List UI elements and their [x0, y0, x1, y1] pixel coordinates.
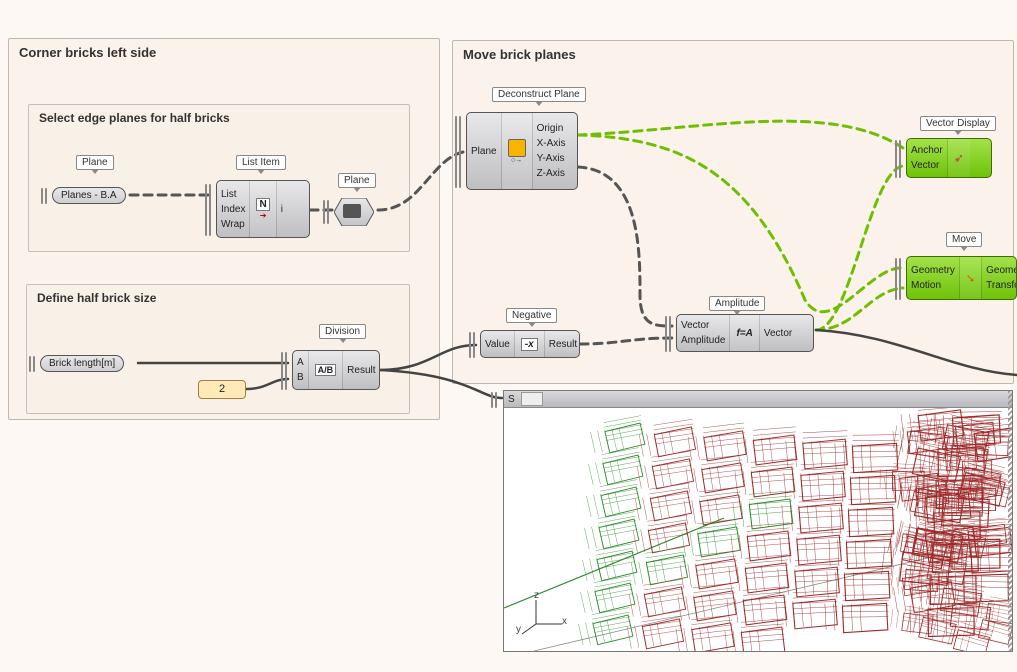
port-plane[interactable]: Plane — [471, 144, 497, 159]
component-move[interactable]: Geometry Motion ➘ Geometr Transfor — [906, 256, 1017, 300]
subgroup-title: Select edge planes for half bricks — [39, 111, 230, 125]
param-planes-ba[interactable]: Planes - B.A — [52, 187, 126, 204]
move-icon: ➘ — [966, 272, 975, 285]
port-geometry[interactable]: Geometry — [911, 263, 955, 278]
amplitude-icon: f=A — [736, 328, 752, 339]
axis-compass: z x y — [516, 594, 572, 639]
param-plane-hex[interactable] — [334, 198, 370, 224]
tag-division: Division — [319, 324, 366, 339]
axis-z-label: z — [534, 590, 539, 601]
port-vector-out[interactable]: Vector — [764, 326, 792, 341]
preview-header[interactable]: S — [504, 391, 1012, 408]
port-origin[interactable]: Origin — [537, 121, 564, 136]
tag-deconstruct-plane: Deconstruct Plane — [492, 87, 586, 102]
tag-list-item: List Item — [236, 155, 286, 170]
port-result[interactable]: Result — [347, 363, 375, 378]
tag-vector-display: Vector Display — [920, 116, 996, 131]
preview-thumb-icon — [521, 392, 543, 406]
group-title: Move brick planes — [463, 47, 576, 62]
grip-icon — [468, 332, 476, 358]
tag-amplitude: Amplitude — [709, 296, 765, 311]
preview-label: S — [508, 394, 515, 405]
vector-display-icon: ➶ — [954, 151, 964, 165]
grip-icon — [28, 356, 36, 372]
grip-icon — [894, 140, 902, 178]
negative-icon: -x — [521, 338, 538, 351]
port-value[interactable]: Value — [485, 337, 510, 352]
preview-render — [504, 408, 1012, 651]
subgroup-title: Define half brick size — [37, 291, 156, 305]
panel-value[interactable]: 2 — [198, 380, 246, 399]
port-motion[interactable]: Motion — [911, 278, 941, 293]
component-vector-display[interactable]: Anchor Vector ➶ — [906, 138, 992, 178]
port-i[interactable]: i — [281, 202, 283, 217]
axis-icon: ○→ — [511, 157, 522, 164]
grip-icon — [490, 392, 498, 408]
axis-y-label: y — [516, 624, 521, 635]
grip-icon — [894, 258, 902, 300]
grip-icon — [454, 116, 462, 188]
tag-plane: Plane — [338, 173, 376, 188]
resize-edge-icon[interactable] — [1008, 391, 1013, 651]
param-brick-length[interactable]: Brick length[m] — [40, 355, 124, 372]
component-negative[interactable]: Value -x Result — [480, 330, 580, 358]
component-list-item[interactable]: List Index Wrap N ➔ i — [216, 180, 310, 238]
port-a[interactable]: A — [297, 355, 304, 370]
port-wrap[interactable]: Wrap — [221, 217, 245, 232]
port-x-axis[interactable]: X-Axis — [537, 136, 566, 151]
port-amplitude[interactable]: Amplitude — [681, 333, 725, 348]
group-title: Corner bricks left side — [19, 45, 156, 60]
port-list[interactable]: List — [221, 187, 237, 202]
preview-window[interactable]: S z x y — [503, 390, 1013, 652]
port-result[interactable]: Result — [549, 337, 577, 352]
component-deconstruct-plane[interactable]: Plane ○→ Origin X-Axis Y-Axis Z-Axis — [466, 112, 578, 190]
port-anchor[interactable]: Anchor — [911, 143, 943, 158]
tag-plane: Plane — [76, 155, 114, 170]
grip-icon — [40, 188, 48, 204]
tag-negative: Negative — [506, 308, 557, 323]
preview-body: z x y — [504, 408, 1012, 651]
axis-x-label: x — [562, 616, 567, 627]
plane-icon — [343, 204, 361, 218]
tag-move: Move — [946, 232, 982, 247]
port-y-axis[interactable]: Y-Axis — [537, 151, 565, 166]
port-geometry-out[interactable]: Geometr — [986, 263, 1017, 278]
port-b[interactable]: B — [297, 370, 304, 385]
list-item-icon: N — [256, 198, 269, 211]
port-index[interactable]: Index — [221, 202, 245, 217]
port-vector[interactable]: Vector — [911, 158, 939, 173]
division-icon: A/B — [315, 364, 337, 376]
grip-icon — [664, 316, 672, 352]
grip-icon — [280, 352, 288, 390]
component-division[interactable]: A B A/B Result — [292, 350, 380, 390]
port-z-axis[interactable]: Z-Axis — [537, 166, 565, 181]
arrow-icon: ➔ — [260, 211, 267, 220]
port-vector-in[interactable]: Vector — [681, 318, 709, 333]
deconstruct-plane-icon — [508, 139, 526, 157]
component-amplitude[interactable]: Vector Amplitude f=A Vector — [676, 314, 814, 352]
grip-icon — [204, 184, 212, 236]
grip-icon — [322, 200, 330, 224]
port-transform-out[interactable]: Transfor — [986, 278, 1017, 293]
